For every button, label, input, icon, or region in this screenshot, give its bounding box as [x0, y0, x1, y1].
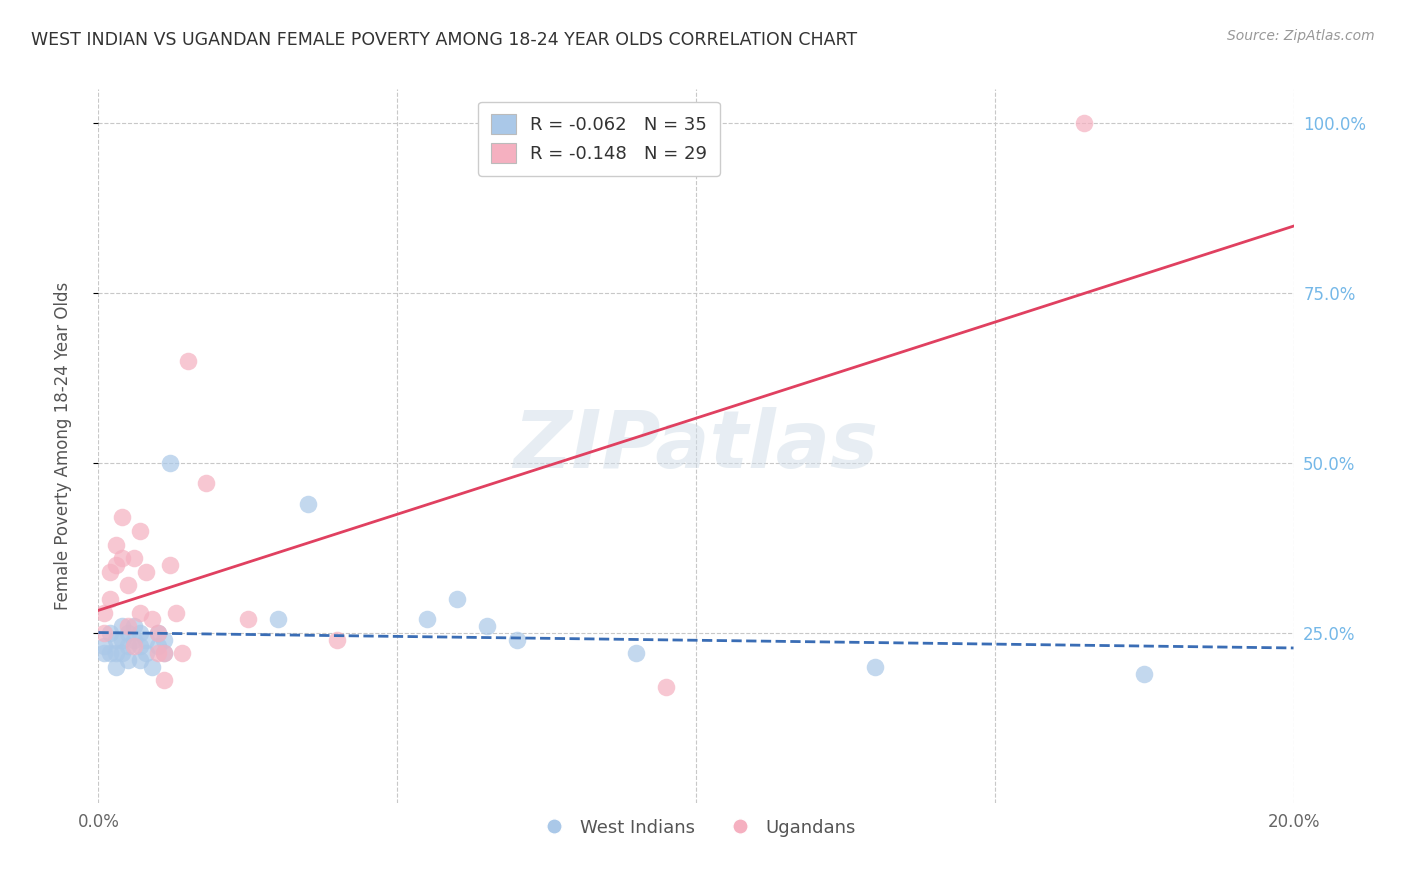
Point	[153, 646, 176, 660]
Point	[1133, 666, 1156, 681]
Point	[98, 565, 122, 579]
Point	[172, 646, 194, 660]
Point	[93, 606, 115, 620]
Point	[129, 524, 152, 538]
Point	[98, 646, 122, 660]
Point	[111, 510, 134, 524]
Point	[111, 632, 134, 647]
Point	[141, 612, 163, 626]
Text: WEST INDIAN VS UGANDAN FEMALE POVERTY AMONG 18-24 YEAR OLDS CORRELATION CHART: WEST INDIAN VS UGANDAN FEMALE POVERTY AM…	[31, 31, 858, 49]
Point	[148, 626, 170, 640]
Point	[124, 640, 146, 654]
Point	[105, 660, 128, 674]
Point	[177, 354, 200, 368]
Point	[129, 606, 152, 620]
Point	[117, 640, 139, 654]
Point	[267, 612, 290, 626]
Point	[93, 626, 115, 640]
Text: Source: ZipAtlas.com: Source: ZipAtlas.com	[1227, 29, 1375, 43]
Point	[506, 632, 529, 647]
Point	[416, 612, 439, 626]
Point	[165, 606, 187, 620]
Point	[124, 619, 146, 633]
Point	[93, 646, 115, 660]
Point	[117, 578, 139, 592]
Point	[159, 558, 181, 572]
Point	[326, 632, 349, 647]
Point	[117, 619, 139, 633]
Point	[124, 632, 146, 647]
Point	[105, 646, 128, 660]
Point	[135, 646, 157, 660]
Point	[98, 591, 122, 606]
Point	[105, 632, 128, 647]
Point	[148, 646, 170, 660]
Point	[129, 653, 152, 667]
Point	[446, 591, 468, 606]
Point	[153, 646, 176, 660]
Point	[135, 632, 157, 647]
Point	[195, 476, 218, 491]
Point	[105, 537, 128, 551]
Point	[105, 558, 128, 572]
Point	[1073, 116, 1095, 130]
Point	[129, 640, 152, 654]
Point	[153, 632, 176, 647]
Point	[135, 565, 157, 579]
Point	[626, 646, 648, 660]
Point	[148, 640, 170, 654]
Point	[475, 619, 498, 633]
Point	[98, 626, 122, 640]
Point	[93, 640, 115, 654]
Point	[655, 680, 678, 694]
Point	[236, 612, 259, 626]
Point	[865, 660, 887, 674]
Point	[159, 456, 181, 470]
Point	[124, 551, 146, 566]
Point	[141, 660, 163, 674]
Point	[111, 646, 134, 660]
Point	[153, 673, 176, 688]
Point	[117, 626, 139, 640]
Y-axis label: Female Poverty Among 18-24 Year Olds: Female Poverty Among 18-24 Year Olds	[53, 282, 72, 610]
Point	[117, 653, 139, 667]
Point	[129, 626, 152, 640]
Point	[148, 626, 170, 640]
Point	[111, 551, 134, 566]
Text: ZIPatlas: ZIPatlas	[513, 407, 879, 485]
Point	[111, 619, 134, 633]
Legend: West Indians, Ugandans: West Indians, Ugandans	[529, 812, 863, 844]
Point	[297, 497, 319, 511]
